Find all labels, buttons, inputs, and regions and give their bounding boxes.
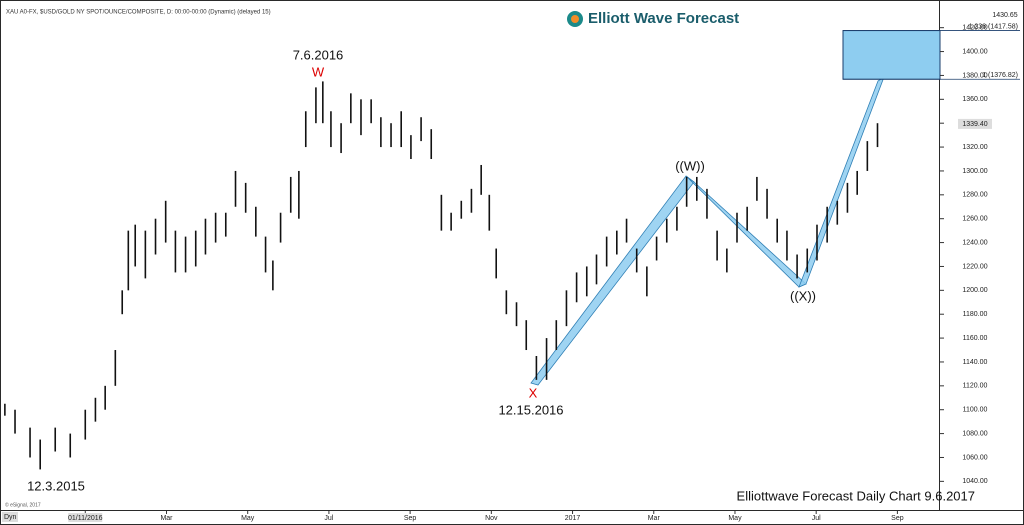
x-tick-label: Jul — [812, 515, 821, 522]
annotation: 12.3.2015 — [27, 478, 85, 493]
y-tick-label: 1280.00 — [962, 192, 987, 199]
wave-label: ((X)) — [790, 288, 816, 303]
y-tick-label: 1380.00 — [962, 72, 987, 79]
brand: Elliott Wave Forecast — [588, 10, 739, 27]
y-tick-label: 1400.00 — [962, 48, 987, 55]
mode-box — [2, 512, 18, 522]
symbol-header: XAU A0-FX, $USD/GOLD NY SPOT/OUNCE/COMPO… — [6, 10, 271, 16]
wave-label: W — [312, 64, 325, 79]
target-box — [842, 30, 941, 80]
footer: Elliottwave Forecast Daily Chart 9.6.201… — [737, 488, 975, 503]
x-tick-label: Sep — [891, 515, 904, 522]
y-tick-label: 1220.00 — [962, 263, 987, 270]
price-axis — [940, 1, 1023, 510]
wave-label: X — [529, 385, 538, 400]
wave-channel — [530, 75, 885, 386]
y-tick-label: 1160.00 — [963, 335, 988, 342]
annotation: 12.15.2016 — [498, 402, 563, 417]
y-tick-label: 1180.00 — [963, 311, 988, 318]
y-tick-label: 1040.00 — [962, 478, 987, 485]
last-price-box — [958, 118, 992, 129]
x-tick-label: 01/11/2016 — [68, 515, 103, 522]
y-tick-label: 1200.00 — [962, 287, 987, 294]
date-axis — [1, 511, 1023, 524]
x-tick-label: May — [241, 515, 255, 522]
x-tick-label: Mar — [160, 515, 173, 522]
x-tick-label: Jul — [324, 515, 333, 522]
copyright: © eSignal, 2017 — [5, 501, 41, 508]
y-tick-label: 1300.00 — [962, 168, 987, 175]
x-tick-label: Sep — [404, 515, 417, 522]
x-tick-label: Nov — [485, 515, 498, 522]
plot-area — [1, 1, 939, 510]
x-tick-highlight — [68, 513, 103, 522]
top-price: 1430.65 — [992, 12, 1017, 19]
y-tick-label: 1080.00 — [962, 430, 987, 437]
mode: Dyn — [4, 514, 17, 521]
wave-label: ((W)) — [675, 158, 705, 173]
y-tick-label: 1120.00 — [963, 383, 988, 390]
y-tick-label: 1060.00 — [962, 454, 987, 461]
logo-icon-inner — [571, 15, 579, 23]
y-tick-label: 1240.00 — [962, 239, 987, 246]
y-tick-label: 1140.00 — [963, 359, 988, 366]
last-price-label: 1339.40 — [962, 121, 987, 128]
x-tick-label: 2017 — [565, 515, 581, 522]
x-tick-label: Mar — [648, 515, 661, 522]
x-tick-label: May — [728, 515, 742, 522]
y-tick-label: 1100.00 — [963, 407, 988, 414]
fib-label: 1.236 (1417.58) — [969, 23, 1018, 30]
y-tick-label: 1260.00 — [962, 216, 987, 223]
y-tick-label: 1320.00 — [962, 144, 987, 151]
fib-label: 1 (1376.82) — [982, 72, 1018, 79]
annotation: 7.6.2016 — [293, 47, 344, 62]
y-tick-label: 1420.00 — [962, 25, 987, 32]
y-tick-label: 1360.00 — [962, 96, 987, 103]
